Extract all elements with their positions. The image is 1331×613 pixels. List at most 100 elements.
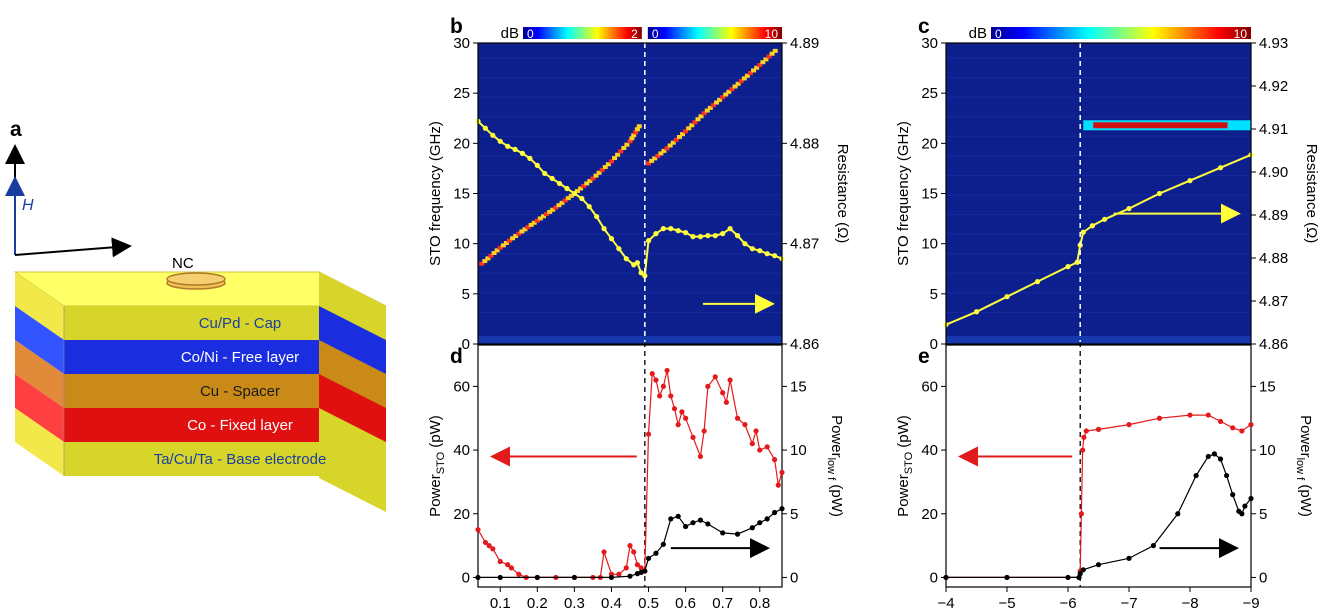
sto-mode-high bbox=[667, 143, 673, 148]
series-point-2 bbox=[668, 516, 674, 522]
y2-axis-title: Powerlow f (pW) bbox=[1294, 415, 1314, 517]
series-point-1 bbox=[1248, 422, 1254, 428]
series-point-2 bbox=[1239, 511, 1245, 517]
sto-mode-low bbox=[540, 214, 546, 219]
y-tick-label: 25 bbox=[453, 85, 470, 102]
sto-mode-high bbox=[676, 134, 682, 139]
resistance-point bbox=[973, 309, 980, 315]
sto-mode-high bbox=[698, 114, 704, 119]
series-point-1 bbox=[727, 377, 733, 383]
colorbar-unit: dB bbox=[501, 25, 519, 42]
y2-tick-label: 4.91 bbox=[1259, 121, 1288, 138]
sto-mode-core bbox=[1093, 122, 1228, 129]
y-tick-label: 0 bbox=[462, 569, 470, 586]
y-tick-label: 20 bbox=[921, 135, 938, 152]
sto-mode-high bbox=[720, 95, 726, 100]
sto-mode-high bbox=[689, 123, 695, 128]
x-tick-label: 0.3 bbox=[564, 595, 585, 612]
sto-mode-high bbox=[714, 100, 720, 105]
resistance-point bbox=[764, 251, 770, 257]
sto-mode-low bbox=[599, 167, 605, 172]
x-tick-label: −4 bbox=[937, 595, 954, 612]
series-point-1 bbox=[1095, 426, 1102, 432]
colorbar bbox=[647, 27, 782, 39]
x-tick-label: −5 bbox=[998, 595, 1015, 612]
colorbar bbox=[991, 27, 1251, 39]
sto-mode-high bbox=[726, 89, 732, 94]
series-point-2 bbox=[653, 550, 659, 556]
series-point-2 bbox=[645, 555, 652, 561]
series-point-2 bbox=[1077, 571, 1083, 577]
y-tick-label: 25 bbox=[921, 85, 938, 102]
layer-right-5 bbox=[319, 408, 386, 476]
resistance-point bbox=[497, 138, 503, 144]
series-point-1 bbox=[675, 422, 681, 428]
resistance-point bbox=[594, 213, 600, 220]
resistance-point bbox=[1080, 229, 1086, 235]
series-point-1 bbox=[734, 415, 741, 421]
series-point-1 bbox=[720, 390, 726, 396]
sto-mode-low bbox=[581, 183, 587, 188]
y-tick-label: 15 bbox=[453, 186, 470, 203]
sto-mode-high bbox=[673, 137, 679, 142]
resistance-point bbox=[734, 233, 741, 239]
series-point-1 bbox=[486, 543, 492, 549]
y2-tick-label: 4.92 bbox=[1259, 78, 1288, 95]
series-point-1 bbox=[705, 383, 711, 389]
sto-mode-low bbox=[584, 181, 590, 186]
series-point-2 bbox=[683, 523, 689, 530]
resistance-point bbox=[720, 231, 726, 237]
series-point-2 bbox=[534, 574, 540, 581]
sto-mode-high bbox=[670, 140, 676, 145]
y2-tick-label: 0 bbox=[1259, 569, 1267, 586]
resistance-point bbox=[771, 253, 778, 259]
layer-front-5 bbox=[64, 442, 386, 476]
sto-mode-low bbox=[636, 124, 642, 129]
y2-tick-label: 4.90 bbox=[1259, 164, 1288, 181]
series-point-1 bbox=[779, 469, 785, 475]
resistance-point bbox=[1065, 264, 1071, 270]
series-point-1 bbox=[1230, 425, 1236, 431]
panel-letter-b: b bbox=[450, 15, 463, 38]
sto-mode-high bbox=[744, 73, 750, 78]
y2-tick-label: 4.86 bbox=[790, 336, 819, 353]
y2-tick-label: 15 bbox=[1259, 378, 1276, 395]
sto-mode-high bbox=[695, 117, 701, 122]
series-point-2 bbox=[690, 520, 696, 526]
resistance-point bbox=[642, 273, 648, 279]
sto-mode-high bbox=[741, 76, 747, 81]
y2-tick-label: 10 bbox=[790, 442, 807, 459]
series-point-1 bbox=[653, 377, 659, 383]
series-point-2 bbox=[497, 574, 503, 581]
axis-right-arrow bbox=[14, 237, 132, 258]
resistance-point bbox=[749, 246, 755, 252]
series-point-1 bbox=[753, 428, 759, 434]
colorbar-unit: dB bbox=[969, 25, 987, 42]
series-point-2 bbox=[1193, 472, 1199, 479]
y2-tick-label: 5 bbox=[1259, 506, 1267, 523]
y2-tick-label: 4.87 bbox=[1259, 293, 1288, 310]
sto-mode-low bbox=[547, 209, 553, 214]
layer-front-3 bbox=[64, 374, 386, 408]
sto-mode-low bbox=[534, 218, 540, 223]
series-point-1 bbox=[668, 393, 674, 399]
series-point-2 bbox=[1065, 574, 1071, 581]
y2-tick-label: 4.89 bbox=[1259, 207, 1288, 224]
layer-right-4 bbox=[319, 374, 386, 442]
panel-c: c 0 5 10 15 20 25 30 4.86 4.87 4.88 4.89 4.90 4.91 4.9… bbox=[895, 15, 1320, 353]
y-tick-label: 60 bbox=[921, 378, 938, 395]
heatmap-low-band bbox=[478, 335, 782, 344]
layer-side-4 bbox=[15, 374, 64, 442]
layer-front-1 bbox=[64, 306, 386, 340]
resistance-point bbox=[675, 228, 681, 234]
sto-mode-low bbox=[602, 165, 608, 170]
resistance-point bbox=[638, 270, 644, 276]
series-point-1 bbox=[516, 571, 522, 577]
series-point-1 bbox=[771, 457, 778, 463]
colorbar-min: 0 bbox=[652, 27, 659, 41]
colorbar-max: 2 bbox=[631, 27, 638, 41]
panel-letter-d: d bbox=[450, 345, 463, 368]
x-tick-label: 0.1 bbox=[490, 595, 511, 612]
y2-axis-title: Resistance (Ω) bbox=[1303, 144, 1320, 244]
